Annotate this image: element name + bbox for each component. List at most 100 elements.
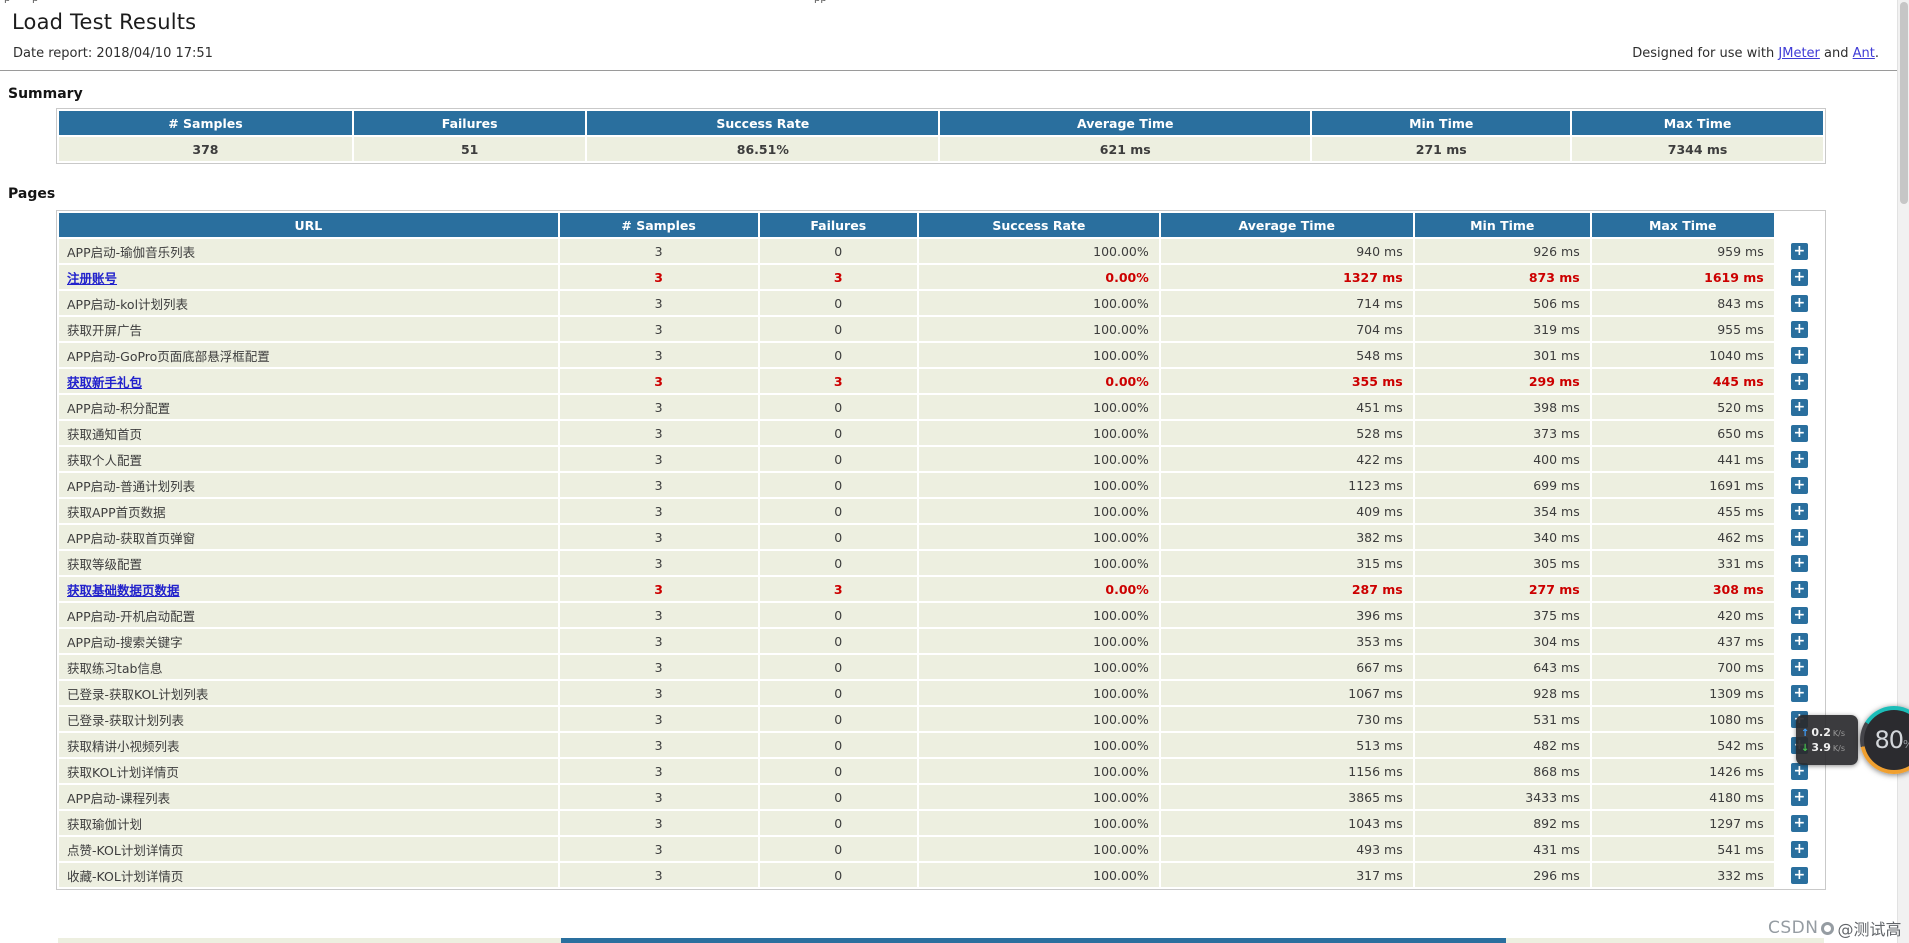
expand-row-button[interactable]: +	[1790, 398, 1808, 416]
pages-samples-cell: 3	[559, 681, 758, 705]
summary-col-min-time: Min Time	[1312, 111, 1571, 135]
pages-max-time-cell: 1297 ms	[1591, 811, 1774, 835]
expand-row-button[interactable]: +	[1790, 606, 1808, 624]
pages-max-time-cell: 1040 ms	[1591, 343, 1774, 367]
clipped-text-fragment: p	[4, 0, 10, 4]
page-url-link[interactable]: 获取新手礼包	[67, 374, 143, 390]
pages-samples-cell: 3	[559, 421, 758, 445]
pages-samples-cell: 3	[559, 395, 758, 419]
battery-percent-ring-inner: 80 %	[1864, 710, 1909, 770]
pages-url-cell: APP启动-积分配置	[59, 395, 558, 419]
expand-row-button[interactable]: +	[1790, 814, 1808, 832]
expand-row-button[interactable]: +	[1790, 554, 1808, 572]
pages-table-row: 获取新手礼包 3 3 0.00% 355 ms 299 ms 445 ms +	[59, 369, 1823, 393]
pages-failures-cell: 0	[759, 655, 917, 679]
pages-max-time-cell: 1080 ms	[1591, 707, 1774, 731]
expand-row-button[interactable]: +	[1790, 788, 1808, 806]
pages-samples-cell: 3	[559, 291, 758, 315]
pages-table-row: 获取等级配置 3 0 100.00% 315 ms 305 ms 331 ms …	[59, 551, 1823, 575]
page-url-text: APP启动-课程列表	[67, 790, 171, 806]
expand-row-button[interactable]: +	[1790, 242, 1808, 260]
pages-success-rate-cell: 100.00%	[919, 447, 1159, 471]
pages-samples-cell: 3	[559, 577, 758, 601]
pages-average-time-cell: 409 ms	[1160, 499, 1413, 523]
pages-expand-cell: +	[1775, 421, 1823, 445]
pages-url-cell: 获取瑜伽计划	[59, 811, 558, 835]
pages-average-time-cell: 396 ms	[1160, 603, 1413, 627]
expand-row-button[interactable]: +	[1790, 294, 1808, 312]
summary-table: # Samples Failures Success Rate Average …	[56, 108, 1826, 164]
summary-col-success-rate: Success Rate	[587, 111, 939, 135]
pages-min-time-cell: 643 ms	[1414, 655, 1590, 679]
pages-failures-cell: 0	[759, 837, 917, 861]
pages-url-cell: APP启动-GoPro页面底部悬浮框配置	[59, 343, 558, 367]
expand-row-button[interactable]: +	[1790, 840, 1808, 858]
pages-min-time-cell: 699 ms	[1414, 473, 1590, 497]
expand-row-button[interactable]: +	[1790, 528, 1808, 546]
pages-max-time-cell: 308 ms	[1591, 577, 1774, 601]
pages-url-cell: 获取开屏广告	[59, 317, 558, 341]
expand-row-button[interactable]: +	[1790, 866, 1808, 884]
expand-row-button[interactable]: +	[1790, 684, 1808, 702]
pages-average-time-cell: 422 ms	[1160, 447, 1413, 471]
network-speed-widget[interactable]: ↑ 0.2 K/s ↓ 3.9 K/s	[1796, 715, 1858, 765]
pages-url-cell: 获取APP首页数据	[59, 499, 558, 523]
battery-percent-ring[interactable]: 80 %	[1860, 706, 1909, 774]
page-url-text: 点赞-KOL计划详情页	[67, 842, 184, 858]
ant-link[interactable]: Ant	[1852, 46, 1875, 61]
pages-average-time-cell: 1067 ms	[1160, 681, 1413, 705]
pages-expand-cell: +	[1775, 577, 1823, 601]
pages-average-time-cell: 1156 ms	[1160, 759, 1413, 783]
pages-samples-cell: 3	[559, 655, 758, 679]
expand-row-button[interactable]: +	[1790, 632, 1808, 650]
pages-samples-cell: 3	[559, 239, 758, 263]
page-url-text: 获取等级配置	[67, 556, 143, 572]
page-url-text: APP启动-kol计划列表	[67, 296, 189, 312]
pages-url-cell: 获取精讲小视频列表	[59, 733, 558, 757]
scrollbar-thumb[interactable]	[1900, 2, 1908, 204]
pages-min-time-cell: 304 ms	[1414, 629, 1590, 653]
pages-failures-cell: 0	[759, 421, 917, 445]
page-url-text: 获取个人配置	[67, 452, 143, 468]
page-url-text: APP启动-获取首页弹窗	[67, 530, 196, 546]
page-url-link[interactable]: 注册账号	[67, 270, 118, 286]
expand-row-button[interactable]: +	[1790, 502, 1808, 520]
expand-row-button[interactable]: +	[1790, 762, 1808, 780]
expand-row-button[interactable]: +	[1790, 476, 1808, 494]
pages-failures-cell: 0	[759, 811, 917, 835]
pages-failures-cell: 0	[759, 863, 917, 887]
pages-samples-cell: 3	[559, 369, 758, 393]
csdn-watermark: CSDN @测试高	[1768, 916, 1901, 940]
pages-url-cell: 获取KOL计划详情页	[59, 759, 558, 783]
pages-max-time-cell: 1309 ms	[1591, 681, 1774, 705]
pages-max-time-cell: 541 ms	[1591, 837, 1774, 861]
expand-row-button[interactable]: +	[1790, 320, 1808, 338]
expand-row-button[interactable]: +	[1790, 424, 1808, 442]
pages-failures-cell: 0	[759, 473, 917, 497]
pages-col-min-time: Min Time	[1414, 213, 1590, 237]
pages-table-row: APP启动-课程列表 3 0 100.00% 3865 ms 3433 ms 4…	[59, 785, 1823, 809]
pages-table: URL # Samples Failures Success Rate Aver…	[56, 210, 1826, 890]
expand-row-button[interactable]: +	[1790, 580, 1808, 598]
pages-failures-cell: 0	[759, 317, 917, 341]
pages-table-row: APP启动-GoPro页面底部悬浮框配置 3 0 100.00% 548 ms …	[59, 343, 1823, 367]
expand-row-button[interactable]: +	[1790, 658, 1808, 676]
pages-average-time-cell: 493 ms	[1160, 837, 1413, 861]
designed-mid: and	[1819, 46, 1853, 61]
watermark-handle: @测试高	[1837, 920, 1902, 939]
pages-average-time-cell: 667 ms	[1160, 655, 1413, 679]
pages-col-success-rate: Success Rate	[919, 213, 1159, 237]
pages-url-cell: 获取新手礼包	[59, 369, 558, 393]
jmeter-link[interactable]: JMeter	[1778, 46, 1820, 61]
expand-row-button[interactable]: +	[1790, 346, 1808, 364]
expand-row-button[interactable]: +	[1790, 372, 1808, 390]
pages-max-time-cell: 542 ms	[1591, 733, 1774, 757]
pages-average-time-cell: 315 ms	[1160, 551, 1413, 575]
expand-row-button[interactable]: +	[1790, 268, 1808, 286]
pages-min-time-cell: 375 ms	[1414, 603, 1590, 627]
pages-min-time-cell: 398 ms	[1414, 395, 1590, 419]
pages-samples-cell: 3	[559, 603, 758, 627]
page-url-link[interactable]: 获取基础数据页数据	[67, 582, 180, 598]
expand-row-button[interactable]: +	[1790, 450, 1808, 468]
vertical-scrollbar[interactable]	[1897, 0, 1909, 943]
